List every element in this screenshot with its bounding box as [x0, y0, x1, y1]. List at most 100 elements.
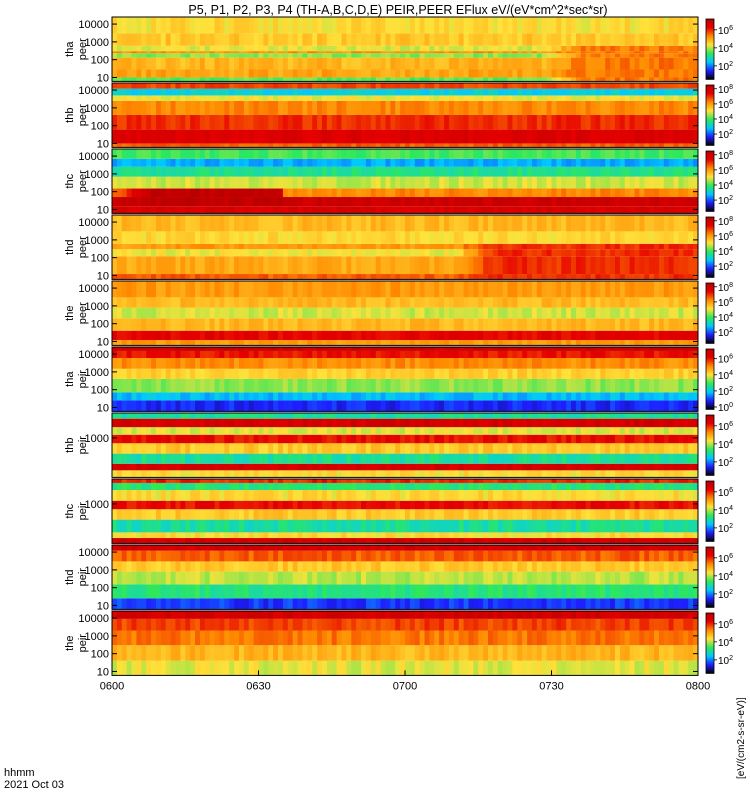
- spectrogram-cell: [165, 17, 171, 34]
- spectrogram-cell: [336, 206, 342, 214]
- spectrogram-cell: [658, 114, 665, 130]
- spectrogram-cell: [473, 400, 479, 412]
- spectrogram-cell: [595, 215, 601, 232]
- spectrogram-cell: [292, 206, 298, 214]
- spectrogram-cell: [390, 158, 396, 167]
- spectrogram-cell: [331, 17, 338, 34]
- spectrogram-cell: [668, 281, 674, 298]
- spectrogram-cell: [453, 83, 460, 89]
- spectrogram-cell: [590, 57, 596, 70]
- spectrogram-cell: [190, 400, 196, 412]
- spectrogram-cell: [634, 77, 640, 82]
- spectrogram-cell: [590, 95, 596, 101]
- spectrogram-cell: [273, 53, 279, 58]
- spectrogram-cell: [395, 188, 401, 198]
- spectrogram-cell: [409, 100, 416, 115]
- spectrogram-cell: [375, 340, 381, 346]
- spectrogram-cell: [531, 83, 538, 89]
- spectrogram-cell: [170, 197, 176, 207]
- spectrogram-cell: [195, 129, 201, 144]
- spectrogram-cell: [121, 33, 128, 46]
- spectrogram-cell: [444, 243, 450, 250]
- spectrogram-cell: [448, 297, 455, 308]
- spectrogram-cell: [546, 274, 552, 280]
- spectrogram-cell: [600, 176, 606, 189]
- spectrogram-cell: [400, 83, 406, 89]
- spectrogram-cell: [688, 215, 694, 232]
- spectrogram-cell: [639, 57, 645, 70]
- spectrogram-cell: [531, 166, 538, 177]
- spectrogram-cell: [683, 88, 689, 96]
- spectrogram-cell: [556, 215, 562, 232]
- spectrogram-cell: [546, 297, 552, 308]
- spectrogram-cell: [673, 57, 679, 70]
- colorbar-tick-label: 108: [718, 282, 733, 294]
- spectrogram-cell: [151, 400, 157, 412]
- spectrogram-cell: [278, 243, 284, 250]
- spectrogram-cell: [185, 368, 191, 379]
- spectrogram-cell: [644, 95, 650, 101]
- spectrogram-cell: [287, 392, 294, 401]
- spectrogram-cell: [439, 347, 445, 351]
- spectrogram-cell: [610, 350, 616, 359]
- spectrogram-cell: [502, 256, 508, 275]
- spectrogram-cell: [580, 400, 587, 412]
- spectrogram-cell: [248, 77, 255, 82]
- spectrogram-cell: [600, 45, 606, 52]
- spectrogram-cell: [307, 149, 313, 159]
- spectrogram-cell: [263, 297, 269, 308]
- spectrogram-cell: [409, 77, 416, 82]
- spectrogram-cell: [478, 149, 484, 159]
- spectrogram-cell: [424, 281, 430, 298]
- spectrogram-cell: [287, 358, 294, 369]
- spectrogram-cell: [116, 197, 123, 207]
- spectrogram-cell: [531, 249, 538, 257]
- spectrogram-cell: [624, 188, 631, 198]
- spectrogram-cell: [448, 77, 455, 82]
- y-tick-label: 1000: [85, 301, 109, 313]
- spectrogram-cell: [478, 51, 484, 54]
- spectrogram-cell: [312, 45, 318, 52]
- spectrogram-cell: [439, 149, 445, 159]
- spectrogram-cell: [248, 368, 255, 379]
- spectrogram-cell: [619, 176, 626, 189]
- spectrogram-cell: [668, 129, 674, 144]
- spectrogram-cell: [112, 318, 118, 331]
- spectrogram-cell: [448, 378, 455, 393]
- spectrogram-cell: [317, 88, 323, 96]
- spectrogram-cell: [580, 368, 587, 379]
- spectrogram-cell: [229, 51, 235, 54]
- spectrogram-cell: [522, 197, 528, 207]
- spectrogram-cell: [468, 88, 474, 96]
- spectrogram-cell: [121, 358, 128, 369]
- spectrogram-cell: [321, 57, 328, 70]
- spectrogram-cell: [429, 57, 435, 70]
- spectrogram-cell: [492, 347, 499, 351]
- spectrogram-cell: [517, 77, 523, 82]
- spectrogram-cell: [561, 188, 567, 198]
- spectrogram-cell: [556, 158, 562, 167]
- spectrogram-cell: [331, 197, 338, 207]
- panel-label-probe: thc: [64, 173, 76, 188]
- spectrogram-cell: [483, 231, 489, 244]
- spectrogram-cell: [434, 256, 440, 275]
- spectrogram-cell: [405, 307, 411, 319]
- spectrogram-cell: [126, 129, 132, 144]
- spectrogram-cell: [268, 57, 274, 70]
- spectrogram-cell: [121, 392, 128, 401]
- spectrogram-cell: [444, 100, 450, 115]
- spectrogram-cell: [297, 45, 303, 52]
- spectrogram-cell: [683, 129, 689, 144]
- spectrogram-cell: [307, 158, 313, 167]
- spectrogram-cell: [351, 17, 357, 34]
- spectrogram-cell: [566, 143, 572, 148]
- spectrogram-cell: [297, 17, 303, 34]
- spectrogram-cell: [595, 88, 601, 96]
- spectrogram-cell: [434, 330, 440, 341]
- spectrogram-cell: [492, 392, 499, 401]
- spectrogram-cell: [483, 368, 489, 379]
- spectrogram-cell: [419, 281, 425, 298]
- spectrogram-cell: [424, 158, 430, 167]
- spectrogram-cell: [595, 368, 601, 379]
- spectrogram-cell: [458, 281, 464, 298]
